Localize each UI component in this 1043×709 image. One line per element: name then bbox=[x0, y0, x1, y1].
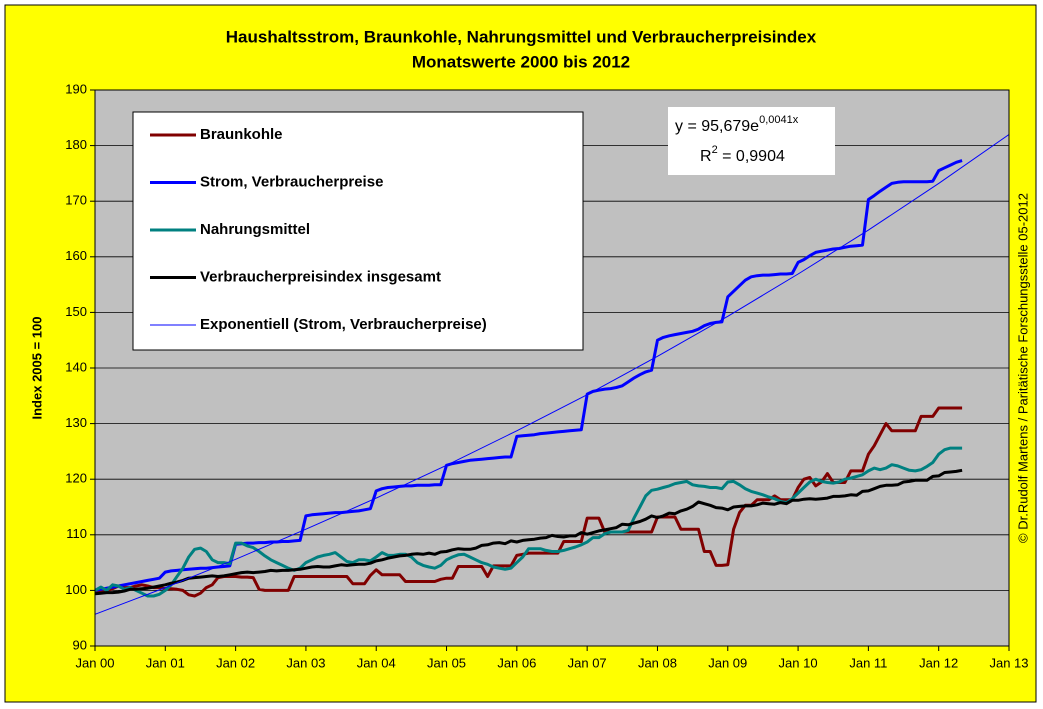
y-axis-label: Index 2005 = 100 bbox=[29, 317, 44, 420]
equation-base: y = 95,679e bbox=[675, 118, 759, 135]
series-line bbox=[94, 446, 963, 598]
legend-label: Nahrungsmittel bbox=[200, 221, 310, 238]
x-tick-label: Jan 00 bbox=[75, 655, 114, 670]
x-tick-label: Jan 06 bbox=[497, 655, 536, 670]
x-tick-label: Jan 13 bbox=[989, 655, 1028, 670]
x-tick-label: Jan 09 bbox=[708, 655, 747, 670]
x-tick-label: Jan 12 bbox=[919, 655, 958, 670]
legend-label: Exponentiell (Strom, Verbraucherpreise) bbox=[200, 316, 487, 333]
trend-line bbox=[94, 134, 1010, 615]
legend bbox=[132, 111, 584, 351]
lines bbox=[94, 134, 1010, 615]
legend-entries: Braunkohle Strom, Verbraucherpreise Nahrun… bbox=[150, 126, 487, 333]
y-tick-label: 140 bbox=[65, 359, 87, 374]
x-tick-label: Jan 02 bbox=[216, 655, 255, 670]
equation: y = 95,679e0,0041x bbox=[675, 114, 799, 135]
equation-exponent: 0,0041x bbox=[759, 114, 799, 126]
y-tick-label: 180 bbox=[65, 137, 87, 152]
x-tick-label: Jan 04 bbox=[357, 655, 396, 670]
y-tick-label: 120 bbox=[65, 471, 87, 486]
r-squared-exponent: 2 bbox=[712, 144, 718, 156]
r-squared-value: = 0,9904 bbox=[718, 148, 785, 165]
series-line bbox=[94, 468, 963, 596]
x-tick-label: Jan 08 bbox=[638, 655, 677, 670]
y-tick-label: 100 bbox=[65, 582, 87, 597]
chart-subtitle: Monatswerte 2000 bis 2012 bbox=[412, 52, 630, 71]
chart-title: Haushaltsstrom, Braunkohle, Nahrungsmitt… bbox=[226, 27, 817, 46]
r-squared: R2 = 0,9904 bbox=[700, 144, 785, 165]
y-tick-label: 130 bbox=[65, 415, 87, 430]
x-tick-label: Jan 05 bbox=[427, 655, 466, 670]
equation-box bbox=[668, 107, 835, 175]
series-line bbox=[94, 406, 963, 598]
x-tick-label: Jan 07 bbox=[568, 655, 607, 670]
x-tick-label: Jan 11 bbox=[849, 655, 887, 670]
y-tick-label: 90 bbox=[73, 637, 87, 652]
legend-label: Strom, Verbraucherpreise bbox=[200, 173, 383, 190]
legend-label: Braunkohle bbox=[200, 126, 283, 143]
y-tick-label: 110 bbox=[66, 526, 87, 541]
legend-label: Verbraucherpreisindex insgesamt bbox=[200, 268, 441, 285]
y-tick-label: 160 bbox=[65, 248, 87, 263]
x-tick-label: Jan 10 bbox=[779, 655, 818, 670]
y-tick-label: 170 bbox=[65, 193, 87, 208]
y-tick-label: 190 bbox=[65, 81, 87, 96]
y-tick-label: 150 bbox=[65, 304, 87, 319]
plot-border bbox=[94, 89, 1010, 647]
r-squared-base: R bbox=[700, 148, 712, 165]
x-tick-label: Jan 01 bbox=[146, 655, 185, 670]
x-tick-label: Jan 03 bbox=[286, 655, 325, 670]
source-note: © Dr.Rudolf Martens / Paritätische Forsc… bbox=[1015, 193, 1030, 543]
